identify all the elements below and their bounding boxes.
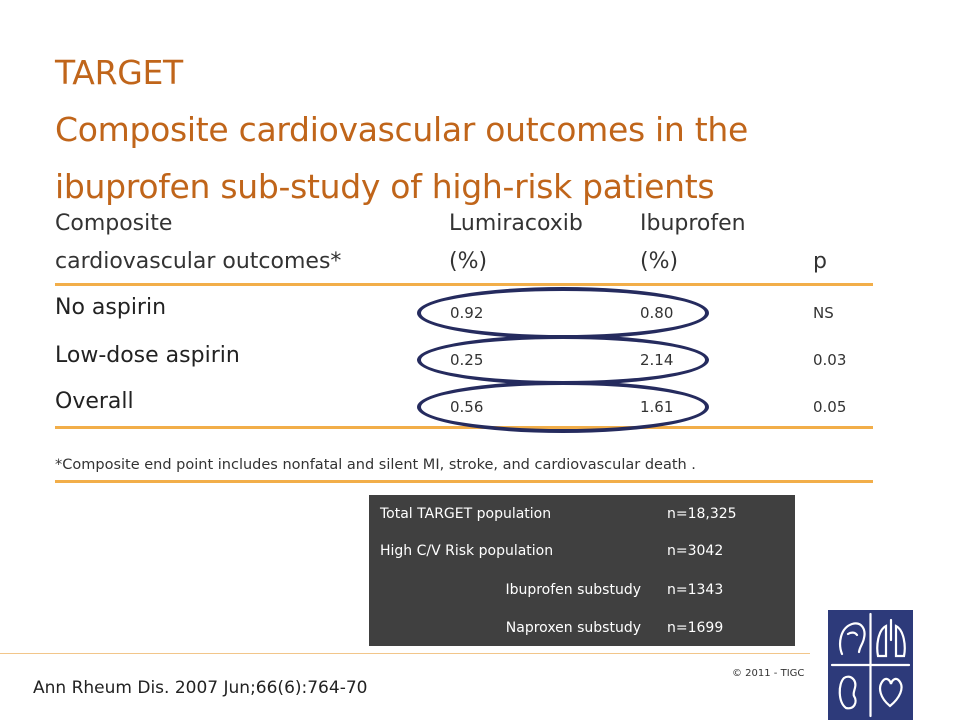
header-ibuprofen-line2: (%) — [640, 249, 679, 274]
slide-title: TARGET Composite cardiovascular outcomes… — [55, 44, 935, 215]
header-lumiracoxib-line2: (%) — [449, 249, 488, 274]
row-label-overall: Overall — [55, 389, 134, 414]
header-lumiracoxib: Lumiracoxib (%) — [449, 205, 583, 281]
population-value-naproxen: n=1699 — [667, 620, 724, 636]
population-label-naproxen: Naproxen substudy — [505, 620, 641, 636]
highlight-ellipse-overall — [417, 381, 709, 433]
row-label-low-dose-aspirin: Low-dose aspirin — [55, 343, 240, 368]
table-footnote: *Composite end point includes nonfatal a… — [55, 457, 696, 473]
header-rule — [55, 283, 873, 286]
population-value-total: n=18,325 — [667, 506, 737, 522]
header-outcomes-line1: Composite — [55, 211, 173, 236]
cell-p-no-aspirin: NS — [813, 304, 834, 322]
footnote-rule — [55, 480, 873, 483]
header-ibuprofen-line1: Ibuprofen — [640, 211, 746, 236]
population-value-high-risk: n=3042 — [667, 543, 724, 559]
header-ibuprofen: Ibuprofen (%) — [640, 205, 746, 281]
population-value-ibuprofen: n=1343 — [667, 582, 724, 598]
header-lumiracoxib-line1: Lumiracoxib — [449, 211, 583, 236]
highlight-ellipse-no-aspirin — [417, 287, 709, 339]
population-box: Total TARGET population n=18,325 High C/… — [369, 495, 795, 646]
citation: Ann Rheum Dis. 2007 Jun;66(6):764-70 — [33, 678, 368, 698]
title-line-1: TARGET — [55, 53, 183, 92]
cell-p-overall: 0.05 — [813, 398, 847, 416]
population-label-total: Total TARGET population — [380, 506, 552, 522]
header-outcomes: Composite cardiovascular outcomes* — [55, 205, 341, 281]
footer-divider — [0, 653, 810, 654]
title-line-2: Composite cardiovascular outcomes in the — [55, 110, 748, 149]
population-label-high-risk: High C/V Risk population — [380, 543, 554, 559]
row-label-no-aspirin: No aspirin — [55, 295, 167, 320]
anatomy-logo-icon — [828, 610, 913, 720]
title-line-3: ibuprofen sub-study of high-risk patient… — [55, 167, 715, 206]
copyright: © 2011 - TIGC — [732, 668, 805, 679]
cell-p-low-dose: 0.03 — [813, 351, 847, 369]
header-p: p — [813, 249, 827, 274]
highlight-ellipse-low-dose — [417, 335, 709, 385]
header-outcomes-line2: cardiovascular outcomes* — [55, 249, 342, 274]
population-label-ibuprofen: Ibuprofen substudy — [505, 582, 641, 598]
body-rule — [55, 426, 873, 429]
